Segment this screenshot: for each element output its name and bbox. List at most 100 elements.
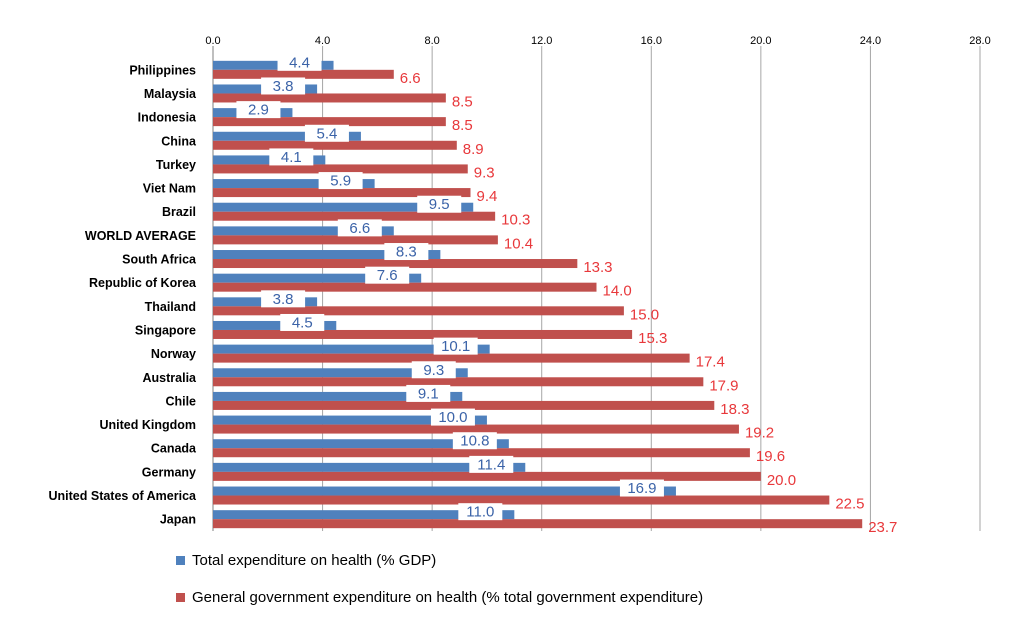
data-label-background (458, 503, 503, 521)
bar-total-expenditure (213, 344, 490, 354)
x-tick-label: 28.0 (969, 35, 990, 47)
bar-total-expenditure (213, 226, 394, 236)
bar-government-expenditure (213, 471, 761, 481)
data-label-total: 10.0 (438, 409, 467, 426)
x-tick-label: 0.0 (205, 35, 220, 47)
bar-government-expenditure (213, 306, 624, 316)
data-label-background (384, 243, 429, 261)
category-label: Chile (165, 394, 196, 408)
legend-swatch-blue (176, 556, 185, 565)
data-label-total: 3.8 (273, 78, 294, 95)
category-label: Thailand (145, 300, 196, 314)
data-label-government: 19.2 (745, 425, 774, 442)
legend-item-total-expenditure: Total expenditure on health (% GDP) (176, 552, 436, 569)
category-label: Turkey (156, 158, 196, 172)
category-label: Canada (151, 442, 197, 456)
data-label-government: 22.5 (835, 496, 864, 513)
data-label-background (619, 479, 664, 497)
legend-label: General government expenditure on health… (192, 589, 704, 606)
data-label-total: 11.0 (466, 504, 494, 521)
category-label: United Kingdom (99, 418, 196, 432)
data-label-government: 20.0 (767, 472, 796, 489)
data-label-government: 13.3 (583, 259, 612, 276)
category-label: Indonesia (138, 111, 197, 125)
data-label-background (411, 361, 456, 379)
data-label-total: 16.9 (627, 480, 656, 497)
bar-government-expenditure (213, 235, 498, 245)
bar-total-expenditure (213, 250, 441, 260)
data-label-total: 7.6 (377, 267, 398, 284)
data-label-background (269, 148, 314, 166)
bar-government-expenditure (213, 164, 468, 174)
bar-total-expenditure (213, 510, 515, 520)
x-tick-label: 4.0 (315, 35, 330, 47)
data-label-total: 8.3 (396, 244, 417, 261)
x-tick-label: 16.0 (641, 35, 662, 47)
bar-chart: 0.0 4.0 8.0 12.0 16.0 20.0 24.0 28.0 Philippines… (49, 35, 991, 536)
bar-government-expenditure (213, 188, 471, 198)
data-label-background (433, 337, 478, 355)
bar-government-expenditure (213, 495, 830, 505)
data-label-total: 4.1 (281, 149, 302, 166)
data-label-government: 10.4 (504, 235, 533, 252)
data-label-government: 9.4 (476, 188, 497, 205)
bar-total-expenditure (213, 415, 487, 425)
bar-total-expenditure (213, 439, 509, 449)
data-label-total: 10.1 (441, 338, 470, 355)
category-label: Malaysia (144, 87, 197, 101)
data-label-total: 5.4 (316, 125, 337, 142)
bar-total-expenditure (213, 273, 422, 283)
data-label-government: 14.0 (603, 283, 632, 300)
data-label-government: 19.6 (756, 448, 785, 465)
bar-total-expenditure (213, 60, 334, 70)
data-label-background (318, 172, 363, 190)
data-label-government: 15.0 (630, 306, 659, 323)
data-label-background (261, 77, 306, 95)
data-label-background (236, 101, 281, 119)
data-label-total: 9.1 (418, 385, 439, 402)
bar-total-expenditure (213, 391, 463, 401)
data-label-government: 6.6 (400, 70, 421, 87)
bar-total-expenditure (213, 462, 526, 472)
category-label: Singapore (135, 323, 196, 337)
bar-total-expenditure (213, 202, 474, 212)
data-label-government: 17.4 (696, 354, 725, 371)
bar-total-expenditure (213, 486, 676, 496)
category-label: South Africa (122, 253, 197, 267)
category-label: Viet Nam (143, 182, 196, 196)
bar-government-expenditure (213, 140, 457, 150)
data-label-background (417, 195, 462, 213)
data-label-government: 15.3 (638, 330, 667, 347)
data-label-government: 8.5 (452, 117, 473, 134)
bar-government-expenditure (213, 117, 446, 127)
data-label-total: 3.8 (273, 291, 294, 308)
x-tick-label: 24.0 (860, 35, 881, 47)
category-label: Japan (160, 513, 196, 527)
bar-government-expenditure (213, 448, 750, 458)
bar-government-expenditure (213, 93, 446, 103)
data-label-government: 10.3 (501, 212, 530, 229)
data-label-total: 11.4 (477, 456, 505, 473)
legend-swatch-red (176, 593, 185, 602)
data-label-total: 9.3 (423, 362, 444, 379)
bar-government-expenditure (213, 353, 690, 363)
category-label: Australia (143, 371, 198, 385)
data-label-total: 5.9 (330, 173, 351, 190)
x-tick-label: 12.0 (531, 35, 552, 47)
x-tick-label: 8.0 (424, 35, 439, 47)
bar-government-expenditure (213, 424, 739, 434)
bar-government-expenditure (213, 329, 633, 339)
category-label: WORLD AVERAGE (85, 229, 196, 243)
data-label-background (337, 219, 382, 237)
bar-total-expenditure (213, 155, 326, 165)
data-label-total: 9.5 (429, 196, 450, 213)
category-label: Republic of Korea (89, 276, 197, 290)
data-label-background (277, 53, 322, 71)
data-label-background (304, 124, 349, 142)
category-label: China (161, 134, 197, 148)
category-label: Philippines (129, 63, 196, 77)
bar-government-expenditure (213, 400, 715, 410)
data-label-background (280, 313, 325, 331)
x-tick-label: 20.0 (750, 35, 771, 47)
data-label-government: 18.3 (720, 401, 749, 418)
